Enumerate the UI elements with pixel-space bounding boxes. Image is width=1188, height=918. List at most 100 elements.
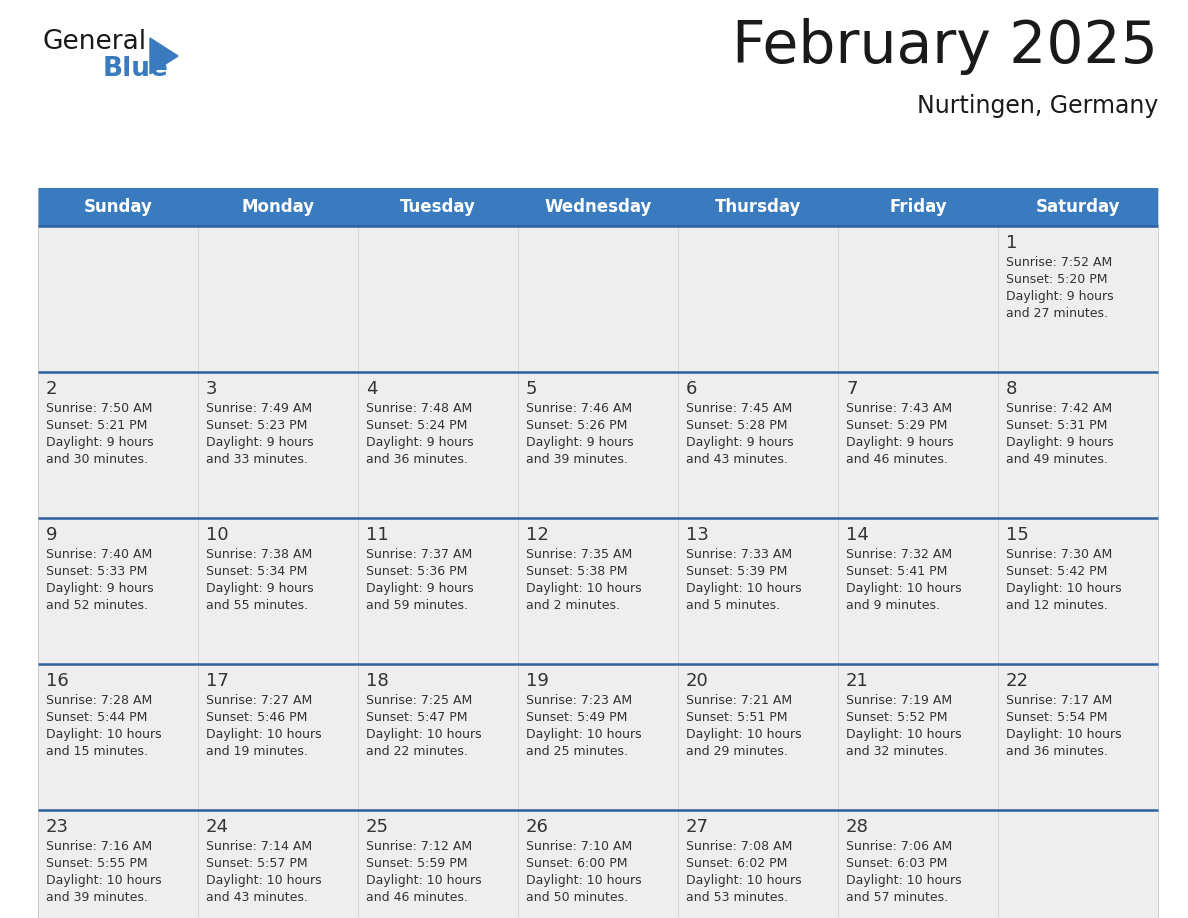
FancyBboxPatch shape xyxy=(198,226,358,372)
Text: Sunrise: 7:23 AM: Sunrise: 7:23 AM xyxy=(526,694,632,707)
Text: Sunset: 5:39 PM: Sunset: 5:39 PM xyxy=(685,565,788,578)
Text: and 53 minutes.: and 53 minutes. xyxy=(685,891,788,904)
FancyBboxPatch shape xyxy=(998,810,1158,918)
FancyBboxPatch shape xyxy=(678,372,838,518)
Text: and 22 minutes.: and 22 minutes. xyxy=(366,745,468,758)
Text: 21: 21 xyxy=(846,672,868,690)
FancyBboxPatch shape xyxy=(838,518,998,664)
FancyBboxPatch shape xyxy=(38,810,198,918)
FancyBboxPatch shape xyxy=(998,664,1158,810)
Text: Wednesday: Wednesday xyxy=(544,198,652,216)
Text: Sunrise: 7:08 AM: Sunrise: 7:08 AM xyxy=(685,840,792,853)
FancyBboxPatch shape xyxy=(38,188,1158,226)
FancyBboxPatch shape xyxy=(838,372,998,518)
Text: Sunset: 5:24 PM: Sunset: 5:24 PM xyxy=(366,419,467,432)
FancyBboxPatch shape xyxy=(198,810,358,918)
Text: 15: 15 xyxy=(1006,526,1029,544)
Text: Sunrise: 7:32 AM: Sunrise: 7:32 AM xyxy=(846,548,952,561)
Text: 19: 19 xyxy=(526,672,549,690)
Text: and 29 minutes.: and 29 minutes. xyxy=(685,745,788,758)
Text: Sunrise: 7:10 AM: Sunrise: 7:10 AM xyxy=(526,840,632,853)
Text: Sunrise: 7:49 AM: Sunrise: 7:49 AM xyxy=(206,402,312,415)
FancyBboxPatch shape xyxy=(998,518,1158,664)
Text: Sunset: 5:49 PM: Sunset: 5:49 PM xyxy=(526,711,627,724)
Text: Sunset: 5:47 PM: Sunset: 5:47 PM xyxy=(366,711,468,724)
FancyBboxPatch shape xyxy=(838,226,998,372)
FancyBboxPatch shape xyxy=(998,226,1158,372)
Text: Daylight: 9 hours: Daylight: 9 hours xyxy=(206,582,314,595)
Text: 8: 8 xyxy=(1006,380,1017,398)
Text: 17: 17 xyxy=(206,672,229,690)
Text: 2: 2 xyxy=(46,380,57,398)
Text: Sunset: 5:57 PM: Sunset: 5:57 PM xyxy=(206,857,308,870)
Text: and 19 minutes.: and 19 minutes. xyxy=(206,745,308,758)
FancyBboxPatch shape xyxy=(38,372,198,518)
FancyBboxPatch shape xyxy=(678,810,838,918)
Text: and 12 minutes.: and 12 minutes. xyxy=(1006,599,1108,612)
Text: Daylight: 9 hours: Daylight: 9 hours xyxy=(526,436,633,449)
Text: and 32 minutes.: and 32 minutes. xyxy=(846,745,948,758)
Text: Sunrise: 7:37 AM: Sunrise: 7:37 AM xyxy=(366,548,473,561)
Text: and 55 minutes.: and 55 minutes. xyxy=(206,599,308,612)
Text: and 52 minutes.: and 52 minutes. xyxy=(46,599,148,612)
Text: Sunrise: 7:14 AM: Sunrise: 7:14 AM xyxy=(206,840,312,853)
Text: Daylight: 10 hours: Daylight: 10 hours xyxy=(1006,728,1121,741)
FancyBboxPatch shape xyxy=(358,372,518,518)
Text: Sunrise: 7:35 AM: Sunrise: 7:35 AM xyxy=(526,548,632,561)
Text: Sunrise: 7:38 AM: Sunrise: 7:38 AM xyxy=(206,548,312,561)
Text: 9: 9 xyxy=(46,526,57,544)
Text: and 25 minutes.: and 25 minutes. xyxy=(526,745,628,758)
Text: 10: 10 xyxy=(206,526,228,544)
Text: Sunrise: 7:48 AM: Sunrise: 7:48 AM xyxy=(366,402,473,415)
Text: and 57 minutes.: and 57 minutes. xyxy=(846,891,948,904)
FancyBboxPatch shape xyxy=(358,518,518,664)
Text: 25: 25 xyxy=(366,818,388,836)
FancyBboxPatch shape xyxy=(198,664,358,810)
Text: and 39 minutes.: and 39 minutes. xyxy=(526,453,628,466)
Text: Sunset: 5:41 PM: Sunset: 5:41 PM xyxy=(846,565,947,578)
Text: Sunday: Sunday xyxy=(83,198,152,216)
Text: 16: 16 xyxy=(46,672,69,690)
FancyBboxPatch shape xyxy=(678,664,838,810)
Text: Daylight: 9 hours: Daylight: 9 hours xyxy=(206,436,314,449)
Text: Daylight: 10 hours: Daylight: 10 hours xyxy=(526,874,642,887)
Text: Sunrise: 7:27 AM: Sunrise: 7:27 AM xyxy=(206,694,312,707)
Text: Sunrise: 7:45 AM: Sunrise: 7:45 AM xyxy=(685,402,792,415)
Text: Daylight: 9 hours: Daylight: 9 hours xyxy=(1006,290,1113,303)
Text: 6: 6 xyxy=(685,380,697,398)
Text: 3: 3 xyxy=(206,380,217,398)
FancyBboxPatch shape xyxy=(838,664,998,810)
Text: 13: 13 xyxy=(685,526,709,544)
Text: Sunrise: 7:21 AM: Sunrise: 7:21 AM xyxy=(685,694,792,707)
Text: Sunset: 6:00 PM: Sunset: 6:00 PM xyxy=(526,857,627,870)
Text: Daylight: 10 hours: Daylight: 10 hours xyxy=(1006,582,1121,595)
Text: Sunset: 6:02 PM: Sunset: 6:02 PM xyxy=(685,857,788,870)
Text: Sunrise: 7:25 AM: Sunrise: 7:25 AM xyxy=(366,694,473,707)
Text: Daylight: 9 hours: Daylight: 9 hours xyxy=(1006,436,1113,449)
Text: and 50 minutes.: and 50 minutes. xyxy=(526,891,628,904)
Text: 12: 12 xyxy=(526,526,549,544)
Text: and 49 minutes.: and 49 minutes. xyxy=(1006,453,1108,466)
Text: Daylight: 10 hours: Daylight: 10 hours xyxy=(846,874,961,887)
Text: Daylight: 9 hours: Daylight: 9 hours xyxy=(46,582,153,595)
Text: Sunrise: 7:40 AM: Sunrise: 7:40 AM xyxy=(46,548,152,561)
Text: Monday: Monday xyxy=(241,198,315,216)
Text: Daylight: 9 hours: Daylight: 9 hours xyxy=(846,436,954,449)
Text: February 2025: February 2025 xyxy=(732,18,1158,75)
Text: 14: 14 xyxy=(846,526,868,544)
Text: and 43 minutes.: and 43 minutes. xyxy=(206,891,308,904)
Text: and 2 minutes.: and 2 minutes. xyxy=(526,599,620,612)
Text: Sunset: 5:34 PM: Sunset: 5:34 PM xyxy=(206,565,308,578)
Text: Sunrise: 7:43 AM: Sunrise: 7:43 AM xyxy=(846,402,952,415)
Text: Sunrise: 7:52 AM: Sunrise: 7:52 AM xyxy=(1006,256,1112,269)
FancyBboxPatch shape xyxy=(518,664,678,810)
FancyBboxPatch shape xyxy=(38,226,198,372)
Text: and 33 minutes.: and 33 minutes. xyxy=(206,453,308,466)
Text: Daylight: 10 hours: Daylight: 10 hours xyxy=(366,874,481,887)
Text: Sunrise: 7:42 AM: Sunrise: 7:42 AM xyxy=(1006,402,1112,415)
Text: Sunrise: 7:28 AM: Sunrise: 7:28 AM xyxy=(46,694,152,707)
Text: Sunset: 5:28 PM: Sunset: 5:28 PM xyxy=(685,419,788,432)
Text: Sunset: 5:51 PM: Sunset: 5:51 PM xyxy=(685,711,788,724)
Text: Sunset: 5:23 PM: Sunset: 5:23 PM xyxy=(206,419,308,432)
Text: Daylight: 9 hours: Daylight: 9 hours xyxy=(685,436,794,449)
